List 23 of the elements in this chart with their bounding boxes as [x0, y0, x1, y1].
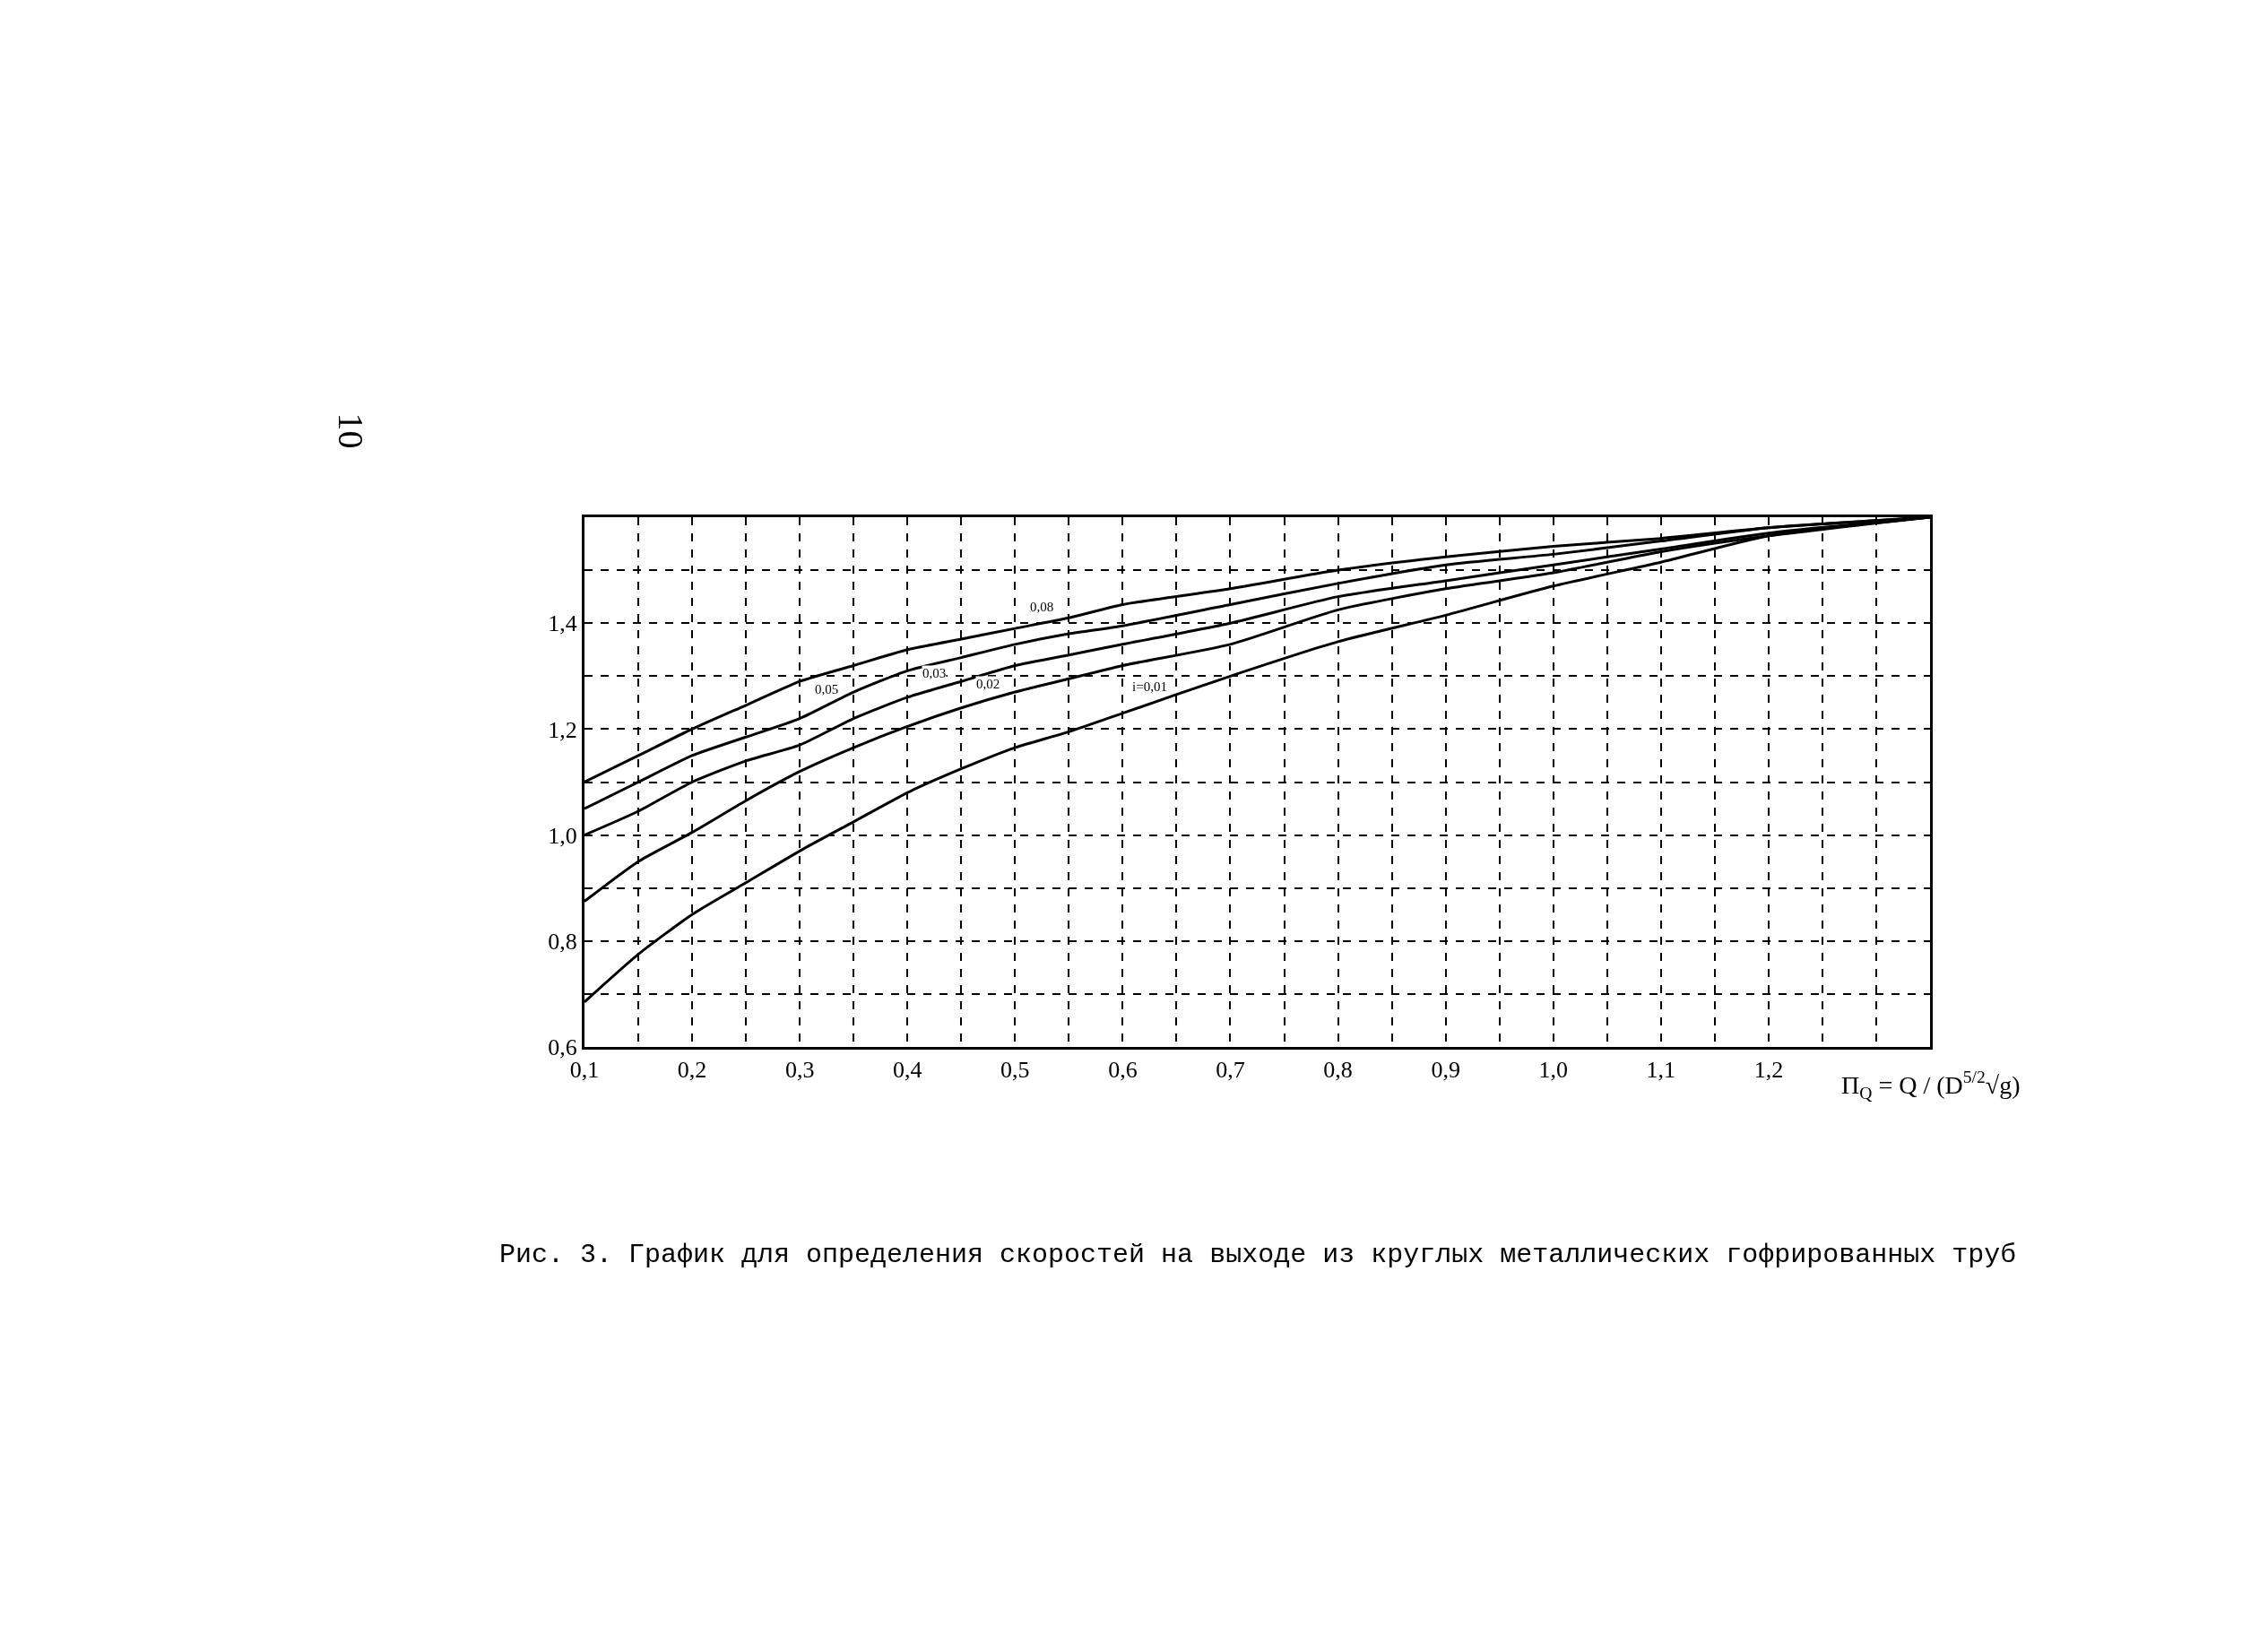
x-tick-label: 0,9 — [1431, 1057, 1460, 1084]
annotation: 0,08 — [1030, 600, 1054, 614]
x-tick-label: 1,0 — [1538, 1057, 1568, 1084]
x-tick-label: 0,8 — [1323, 1057, 1353, 1084]
x-tick-label: 0,6 — [1108, 1057, 1138, 1084]
annotation: 0,02 — [976, 677, 1000, 691]
y-tick-label: 0,8 — [548, 928, 577, 955]
y-tick-label: 1,0 — [548, 822, 577, 849]
annotation: 0,05 — [815, 682, 839, 696]
annotation: i=0,01 — [1132, 679, 1167, 694]
x-tick-label: 1,1 — [1646, 1057, 1676, 1084]
x-tick-label: 0,2 — [677, 1057, 707, 1084]
x-axis-title: Π$_{Q}$ = Q / (D$^{5/2}$√g) — [1841, 1068, 2021, 1103]
x-tick-label: 0,5 — [1000, 1057, 1030, 1084]
x-tick-label: 0,4 — [892, 1057, 922, 1084]
y-tick-label: 1,2 — [548, 716, 577, 743]
text: Рис. 3. График для определения скоростей на выходе из круглых металлических гофрированных труб — [499, 1240, 2017, 1270]
x-tick-label: 1,2 — [1753, 1057, 1784, 1084]
x-tick-label: 0,3 — [784, 1057, 815, 1084]
y-tick-label: 1,4 — [548, 610, 577, 637]
text: 10 — [331, 412, 372, 449]
annotation: 0,03 — [922, 666, 947, 680]
x-tick-label: 0,7 — [1216, 1057, 1245, 1084]
